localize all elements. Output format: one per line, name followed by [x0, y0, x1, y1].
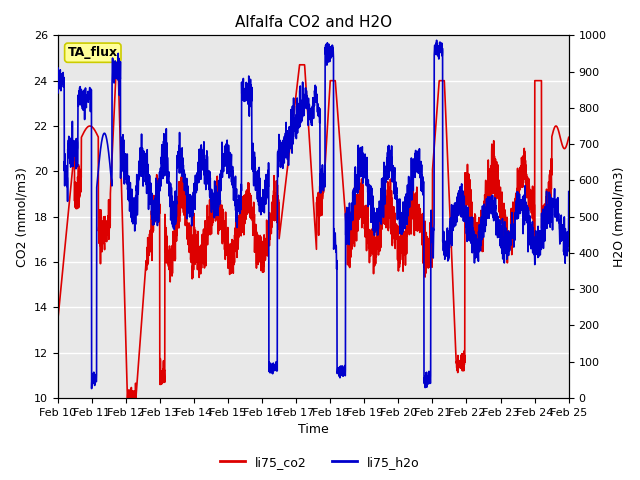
- Y-axis label: CO2 (mmol/m3): CO2 (mmol/m3): [15, 167, 28, 266]
- Legend: li75_co2, li75_h2o: li75_co2, li75_h2o: [215, 451, 425, 474]
- Y-axis label: H2O (mmol/m3): H2O (mmol/m3): [612, 167, 625, 267]
- Title: Alfalfa CO2 and H2O: Alfalfa CO2 and H2O: [235, 15, 392, 30]
- X-axis label: Time: Time: [298, 423, 328, 436]
- Text: TA_flux: TA_flux: [68, 46, 118, 59]
